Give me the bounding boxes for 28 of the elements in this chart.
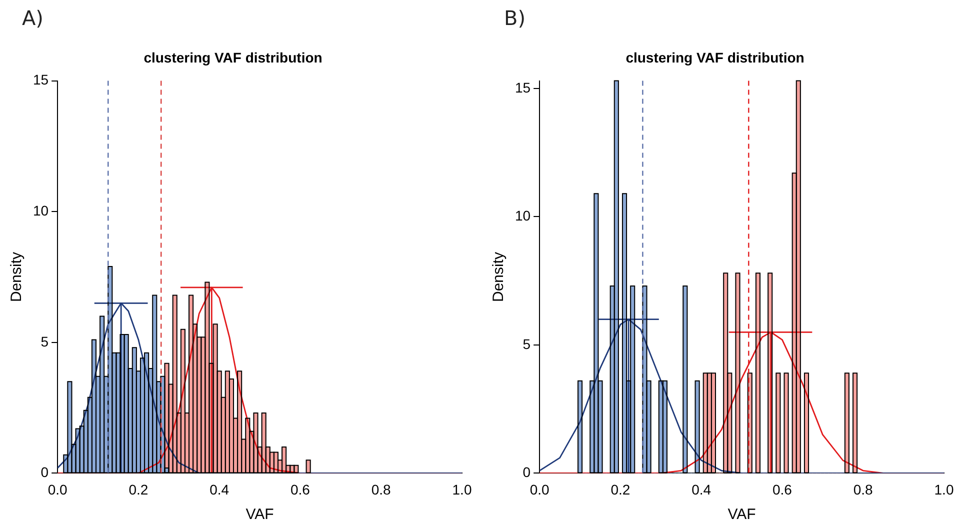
chart-title: clustering VAF distribution bbox=[626, 49, 804, 66]
y-tick-label: 0 bbox=[522, 464, 531, 480]
text: A) bbox=[22, 6, 44, 30]
x-tick-label: 0.8 bbox=[371, 481, 392, 498]
x-tick-label: 0.2 bbox=[610, 481, 630, 498]
x-tick-label: 0.8 bbox=[853, 481, 874, 498]
y-tick-label: 15 bbox=[514, 79, 531, 96]
x-tick-label: 1.0 bbox=[934, 481, 954, 498]
x-tick-label: 1.0 bbox=[452, 481, 472, 498]
y-tick-label: 15 bbox=[32, 72, 49, 88]
x-axis-title: VAF bbox=[728, 506, 756, 524]
x-tick-label: 0.0 bbox=[48, 481, 68, 498]
y-tick-label: 0 bbox=[40, 464, 49, 480]
x-tick-label: 0.0 bbox=[530, 481, 550, 498]
x-tick-label: 0.4 bbox=[692, 481, 712, 498]
y-axis-title: Density bbox=[8, 252, 26, 302]
y-tick-label: 10 bbox=[514, 208, 531, 224]
y-tick-label: 10 bbox=[32, 202, 49, 218]
x-tick-label: 0.2 bbox=[128, 481, 148, 498]
y-tick-label: 5 bbox=[40, 333, 49, 350]
text: B) bbox=[504, 6, 526, 30]
x-tick-label: 0.6 bbox=[772, 481, 792, 498]
x-tick-label: 0.4 bbox=[210, 481, 230, 498]
x-tick-label: 0.6 bbox=[290, 481, 310, 498]
x-axis-title: VAF bbox=[246, 506, 274, 524]
y-axis-title: Density bbox=[490, 252, 508, 302]
y-tick-label: 5 bbox=[522, 336, 531, 352]
chart-title: clustering VAF distribution bbox=[144, 49, 322, 66]
